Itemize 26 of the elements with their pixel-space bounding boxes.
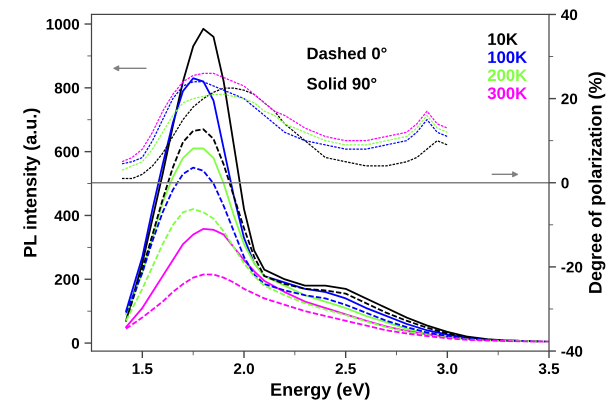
line-series <box>121 94 448 171</box>
text: 10K <box>488 33 518 46</box>
y-axis-title: PL intensity (a.u.) <box>23 108 40 257</box>
y-tick-label: 800 <box>54 82 80 94</box>
x-axis-title: Energy (eV) <box>271 382 370 400</box>
y2-tick-label: 20 <box>561 93 578 104</box>
x-tick-label: 3.5 <box>538 363 560 374</box>
text: 200K <box>488 69 527 82</box>
y-tick-label: 400 <box>54 210 80 222</box>
x-tick-label: 3.0 <box>437 363 458 374</box>
y2-tick-label: -40 <box>561 346 582 357</box>
y-tick-label: 1000 <box>46 18 80 30</box>
y2-tick-label: 0 <box>561 178 569 188</box>
text: 300K <box>488 87 527 100</box>
x-tick-label: 2.5 <box>336 363 356 374</box>
y2-axis-title: Degree of polarization (%) <box>588 72 606 293</box>
text: 100K <box>488 51 527 64</box>
y-tick-label: 600 <box>54 146 80 158</box>
y2-tick-label: -20 <box>561 262 582 273</box>
y2-tick-label: 40 <box>561 9 578 20</box>
x-tick-label: 2.0 <box>234 363 254 374</box>
annotation: Solid 90° <box>307 77 376 90</box>
y-tick-label: 0 <box>72 338 80 349</box>
x-tick-label: 1.5 <box>132 363 153 374</box>
y-tick-label: 200 <box>54 274 80 285</box>
annotation: Dashed 0° <box>308 47 387 60</box>
